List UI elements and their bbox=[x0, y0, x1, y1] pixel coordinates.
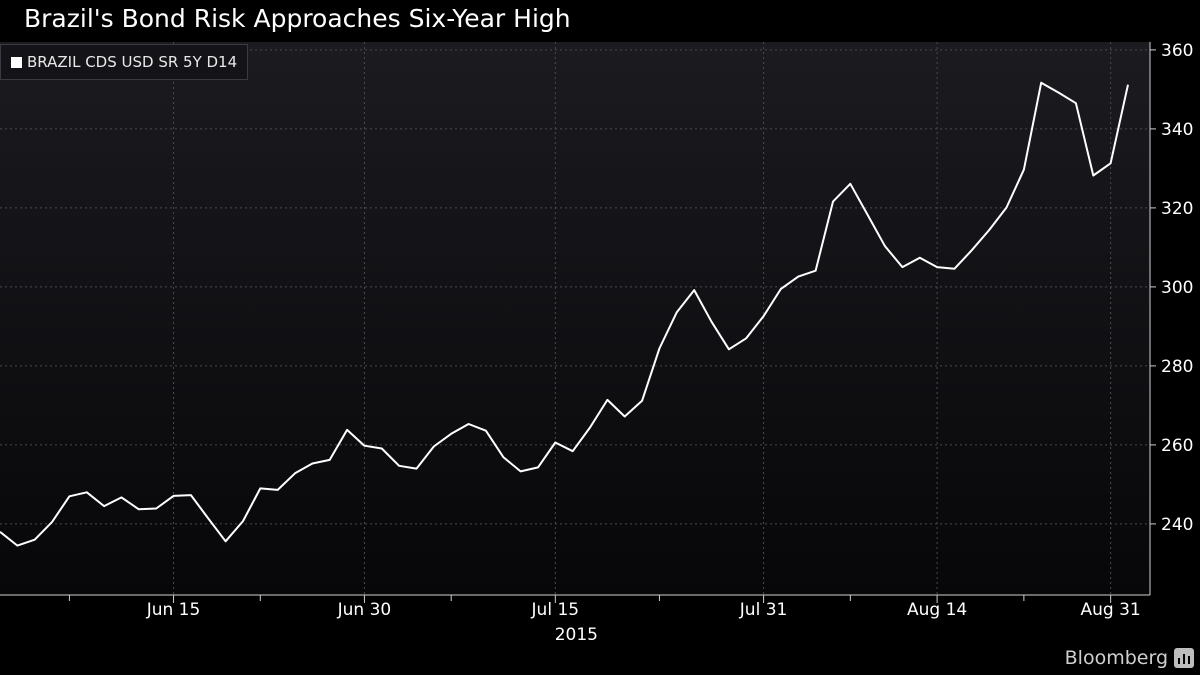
y-tick-label: 280 bbox=[1161, 357, 1193, 377]
axes: 240 260 280 300 320 340 360 Jun 15 Jun 30 Jul 15 J… bbox=[0, 41, 1193, 645]
y-tick-label: 320 bbox=[1161, 199, 1193, 219]
x-tick-label: Jun 30 bbox=[337, 600, 392, 620]
y-tick-label: 360 bbox=[1161, 41, 1193, 61]
x-year-label: 2015 bbox=[555, 625, 598, 645]
x-tick-label: Aug 14 bbox=[907, 600, 967, 620]
legend: BRAZIL CDS USD SR 5Y D14 bbox=[0, 44, 249, 80]
y-tick-label: 340 bbox=[1161, 120, 1193, 140]
series-layer bbox=[0, 81, 1129, 547]
y-tick-label: 260 bbox=[1161, 436, 1193, 456]
brand-name: Bloomberg bbox=[1064, 647, 1168, 669]
y-tick-label: 240 bbox=[1161, 515, 1193, 535]
y-tick-label: 300 bbox=[1161, 278, 1193, 298]
x-tick-label: Aug 31 bbox=[1081, 600, 1141, 620]
x-tick-label: Jul 31 bbox=[739, 600, 788, 620]
grid-lines bbox=[0, 42, 1150, 595]
x-tick-label: Jun 15 bbox=[146, 600, 201, 620]
x-tick-label: Jul 15 bbox=[531, 600, 580, 620]
legend-swatch bbox=[11, 56, 22, 68]
legend-label: BRAZIL CDS USD SR 5Y D14 bbox=[27, 53, 238, 71]
plot-background bbox=[0, 42, 1150, 595]
chart-title: Brazil's Bond Risk Approaches Six-Year H… bbox=[24, 4, 571, 33]
bar-chart-icon bbox=[1174, 648, 1194, 668]
series-line-brazil-cds bbox=[0, 81, 1129, 547]
bloomberg-logo: Bloomberg bbox=[1065, 647, 1194, 669]
